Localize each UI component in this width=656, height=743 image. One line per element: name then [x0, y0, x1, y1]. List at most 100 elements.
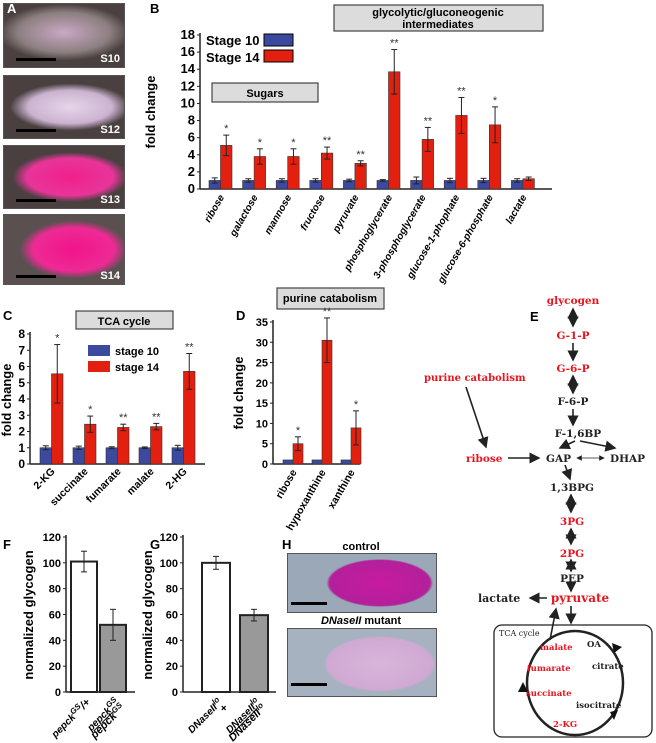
- bar: [311, 459, 323, 465]
- y-tick-label: 40: [49, 635, 61, 647]
- panel-label-h: H: [282, 537, 291, 552]
- mutant-gene: DNaseII: [321, 615, 362, 627]
- y-tick-label: 10: [181, 95, 195, 110]
- cycle-arrowhead: [610, 710, 618, 720]
- bar: [239, 614, 269, 693]
- y-tick-label: 14: [181, 61, 196, 76]
- node-2kg: 2-KG: [553, 720, 577, 730]
- legend-label-stage14: stage 14: [115, 362, 160, 374]
- mutant-word: mutant: [361, 615, 401, 627]
- significance-marker: *: [224, 123, 229, 135]
- y-tick-label: 3: [18, 408, 25, 422]
- y-tick-label: 0: [262, 459, 268, 471]
- x-tick-label: mannose: [263, 193, 295, 237]
- tca-cycle-label: TCA cycle: [499, 629, 540, 638]
- significance-marker: *: [55, 333, 60, 345]
- purine-box: [276, 287, 385, 310]
- y-axis-label: fold change: [143, 76, 158, 149]
- arrow: [579, 440, 617, 452]
- significance-marker: **: [323, 135, 332, 147]
- significance-marker: *: [354, 399, 359, 411]
- node-succinate: succinate: [526, 689, 572, 699]
- tca-cycle-circle: [525, 629, 625, 737]
- legend-swatch-stage10: [263, 33, 294, 47]
- node-fumarate: fumarate: [527, 664, 571, 674]
- y-tick-label: 6: [18, 360, 25, 374]
- tca-box: [75, 310, 174, 330]
- node-citrate: citrate: [592, 662, 624, 672]
- y-tick-label: 0: [55, 687, 61, 699]
- x-tick-label: xanthine: [326, 467, 358, 511]
- x-tick-label: fumarate: [84, 466, 124, 506]
- control-label: control: [342, 541, 379, 553]
- bar: [72, 447, 85, 465]
- significance-marker: **: [323, 306, 332, 318]
- y-tick-label: 4: [18, 392, 25, 406]
- x-tick-label: DNaseIIloDNaseIIlo: [219, 695, 268, 743]
- chart-g: 0 20 40 60 80 100 120 normalized glycogen DNaseI…: [140, 532, 276, 743]
- node-3pg: 3PG: [560, 516, 584, 528]
- node-pep: PEP: [560, 573, 584, 585]
- node-2pg: 2PG: [560, 548, 584, 560]
- sugars-box-label: Sugars: [246, 88, 283, 100]
- stage-label: S13: [100, 194, 120, 206]
- y-tick-label: 60: [166, 610, 178, 622]
- glycolytic-box: [333, 4, 544, 32]
- ovary-image-s12: S12: [3, 75, 125, 139]
- significance-marker: **: [185, 342, 194, 354]
- significance-marker: **: [152, 411, 161, 423]
- legend-label-stage10: stage 10: [115, 346, 159, 358]
- bar: [282, 459, 294, 465]
- scale-bar: [16, 58, 56, 61]
- y-tick-label: 16: [181, 44, 195, 59]
- significance-marker: **: [356, 149, 365, 161]
- node-13bpg: 1,3BPG: [550, 482, 594, 494]
- bar: [117, 427, 130, 465]
- node-f6p: F-6-P: [558, 396, 589, 408]
- y-tick-label: 0: [18, 457, 25, 471]
- node-pyruvate: pyruvate: [551, 591, 610, 605]
- pathway-diagram: glycogen G-1-P G-6-P F-6-P F-1,6BP purin…: [424, 295, 653, 738]
- legend-label-stage10: Stage 10: [206, 33, 259, 48]
- panel-label-g: G: [150, 537, 160, 552]
- control-ovary-image: [287, 553, 437, 613]
- x-tick-label: fructose: [299, 193, 328, 233]
- y-tick-label: 120: [43, 532, 61, 544]
- label-part: DNaseII: [186, 702, 220, 736]
- significance-marker: *: [493, 95, 498, 107]
- bar: [201, 561, 231, 693]
- x-tick-label: malate: [125, 466, 157, 498]
- significance-marker: **: [390, 38, 399, 50]
- y-axis-label: normalized glycogen: [140, 550, 155, 679]
- bar: [354, 163, 367, 190]
- y-tick-label: 12: [181, 78, 195, 93]
- y-tick-label: 20: [166, 661, 178, 673]
- bar: [105, 447, 118, 465]
- label-sup: lo: [254, 701, 265, 712]
- cycle-arrowhead: [518, 682, 528, 692]
- scale-bar: [16, 129, 56, 132]
- node-purine-catabolism: purine catabolism: [424, 373, 526, 384]
- significance-marker: *: [291, 137, 296, 149]
- bar: [138, 447, 151, 465]
- significance-marker: **: [119, 412, 128, 424]
- node-glycogen: glycogen: [547, 295, 600, 307]
- bar: [340, 459, 352, 465]
- y-tick-label: 6: [188, 130, 195, 145]
- y-tick-label: 30: [256, 337, 268, 349]
- y-tick-label: 0: [188, 181, 195, 196]
- y-tick-label: 4: [188, 147, 196, 162]
- y-tick-label: 1: [18, 441, 25, 455]
- y-tick-label: 80: [49, 584, 61, 596]
- x-tick-label: pyruvate: [331, 193, 362, 236]
- y-tick-label: 35: [256, 317, 268, 329]
- y-tick-label: 120: [160, 532, 178, 544]
- chart-f: 0 20 40 60 80 100 120 normalized glycogen pepckG…: [21, 532, 135, 742]
- legend-swatch-stage14: [263, 49, 294, 63]
- arrow: [465, 386, 489, 449]
- y-tick-label: 80: [166, 584, 178, 596]
- y-tick-label: 10: [256, 418, 268, 430]
- y-axis-label: fold change: [231, 357, 246, 430]
